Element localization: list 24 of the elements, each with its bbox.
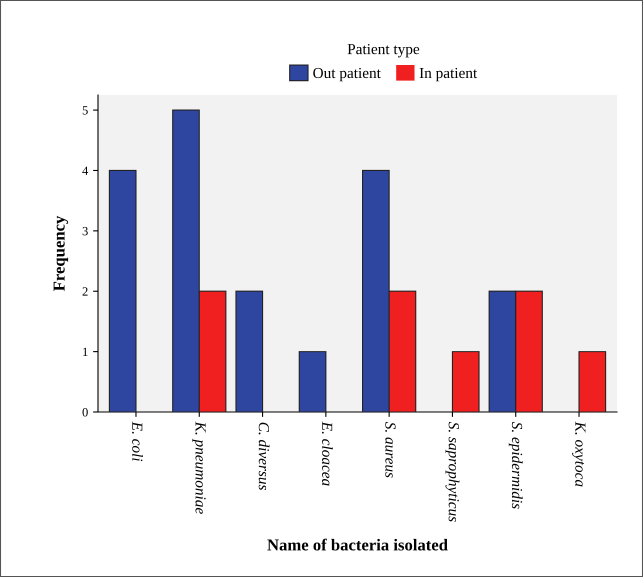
x-tick-label: K. pneumoniae — [192, 422, 206, 514]
y-tick-label: 1 — [83, 348, 88, 356]
x-tick-label: E. coli — [132, 422, 143, 462]
x-tick-label: C. diversus — [258, 422, 270, 490]
x-axis-title: Name of bacteria isolated — [267, 538, 448, 551]
y-tick-label: 5 — [82, 106, 88, 115]
legend-label: Out patient — [313, 68, 381, 82]
y-tick-label: 0 — [82, 408, 88, 416]
bar — [578, 351, 606, 412]
x-tick-label: K. oxytoca — [572, 422, 586, 486]
y-tick-label: 3 — [82, 226, 88, 236]
bar — [298, 351, 326, 412]
x-tick-label: S. epidermidis — [508, 422, 523, 509]
y-axis-title: Frequency — [54, 216, 68, 292]
y-tick-label: 2 — [82, 287, 88, 296]
x-tick-label: E. cloacea — [322, 422, 333, 486]
bar — [108, 170, 137, 412]
legend-title: Patient type — [348, 44, 420, 58]
bar — [452, 351, 480, 412]
x-tick-label: S. aureus — [385, 422, 396, 478]
x-tick-label: S. saprophyticus — [445, 422, 460, 522]
legend-label: In patient — [420, 68, 478, 82]
bar — [235, 290, 264, 412]
y-tick-label: 4 — [82, 166, 88, 175]
